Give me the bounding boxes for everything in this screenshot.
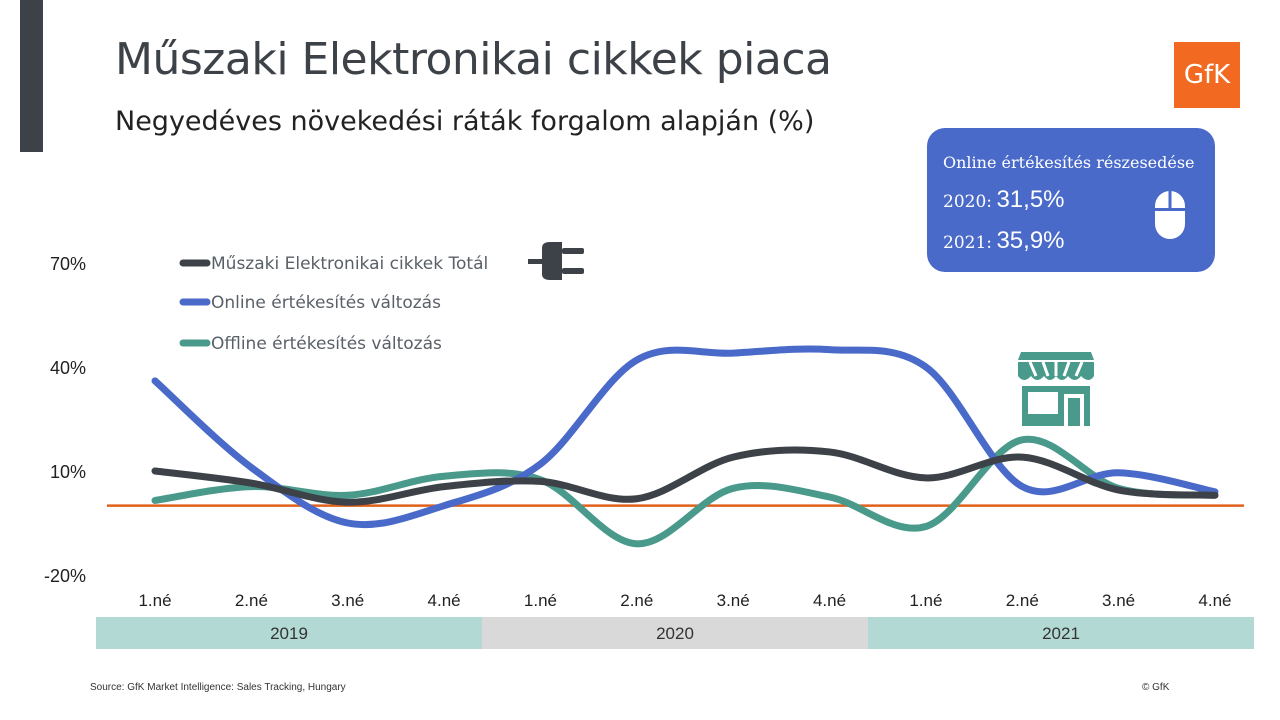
- legend: Műszaki Elektronikai cikkek Totál Online …: [179, 254, 488, 354]
- share-value: 31,5%: [996, 186, 1065, 213]
- series-line-total: [151, 446, 1219, 506]
- year-band: 2019 2020 2021: [96, 617, 1254, 649]
- share-year-label: 2020:: [943, 192, 992, 212]
- x-tick-label: 4.né: [1198, 591, 1231, 610]
- x-axis-ticks: 1.né 2.né 3.né 4.né 1.né 2.né 3.né 4.né 1.né 2.né…: [138, 591, 1231, 610]
- year-band-segment: [868, 617, 1254, 649]
- store-icon: [1018, 352, 1094, 426]
- x-tick-label: 3.né: [331, 591, 364, 610]
- page-subtitle: Negyedéves növekedési ráták forgalom ala…: [115, 106, 815, 137]
- series-line-offline: [151, 435, 1219, 548]
- share-value: 35,9%: [996, 227, 1065, 254]
- page-title: Műszaki Elektronikai cikkek piaca: [115, 34, 832, 85]
- share-year-label: 2021:: [943, 233, 992, 253]
- x-tick-label: 3.né: [717, 591, 750, 610]
- y-tick-label: 70%: [50, 254, 86, 274]
- x-tick-label: 1.né: [524, 591, 557, 610]
- gfk-logo: GfK: [1174, 42, 1240, 108]
- online-share-title: Online értékesítés részesedése: [943, 153, 1195, 172]
- x-tick-label: 1.né: [138, 591, 171, 610]
- x-tick-label: 2.né: [235, 591, 268, 610]
- y-tick-label: -20%: [44, 566, 86, 586]
- share-row-2021: 2021: 35,9%: [943, 227, 1065, 255]
- legend-label: Műszaki Elektronikai cikkek Totál: [211, 254, 488, 274]
- legend-label: Offline értékesítés változás: [211, 334, 442, 354]
- y-axis-ticks: 70% 40% 10% -20%: [44, 254, 86, 586]
- x-tick-label: 2.né: [620, 591, 653, 610]
- year-band-segment: [482, 617, 868, 649]
- x-tick-label: 4.né: [813, 591, 846, 610]
- year-band-segment: [96, 617, 482, 649]
- accent-bar: [20, 0, 43, 152]
- series-line-online: [151, 345, 1219, 529]
- y-tick-label: 10%: [50, 462, 86, 482]
- copyright-note: © GfK: [1142, 682, 1170, 693]
- x-tick-label: 4.né: [428, 591, 461, 610]
- source-note: Source: GfK Market Intelligence: Sales T…: [90, 682, 346, 693]
- x-tick-label: 1.né: [909, 591, 942, 610]
- power-plug-icon: [528, 242, 584, 280]
- year-label: 2021: [1042, 624, 1080, 643]
- computer-mouse-icon: [1155, 191, 1185, 239]
- year-label: 2020: [656, 624, 694, 643]
- legend-label: Online értékesítés változás: [211, 293, 441, 313]
- series-lines: [151, 345, 1219, 548]
- x-tick-label: 3.né: [1102, 591, 1135, 610]
- share-row-2020: 2020: 31,5%: [943, 186, 1065, 214]
- year-label: 2019: [270, 624, 308, 643]
- online-share-box: Online értékesítés részesedése 2020: 31,…: [927, 128, 1215, 272]
- x-tick-label: 2.né: [1006, 591, 1039, 610]
- y-tick-label: 40%: [50, 358, 86, 378]
